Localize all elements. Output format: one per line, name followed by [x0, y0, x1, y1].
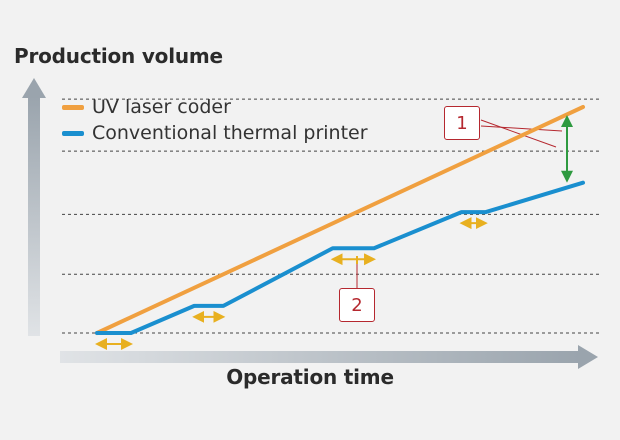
x-axis-label: Operation time	[226, 365, 394, 389]
legend-swatch-thermal	[62, 130, 84, 136]
y-axis-arrowhead	[22, 78, 46, 98]
legend-item-uv: UV laser coder	[62, 94, 368, 120]
legend: UV laser coder Conventional thermal prin…	[62, 94, 368, 146]
legend-label-uv: UV laser coder	[92, 96, 231, 118]
series-line-1	[95, 180, 585, 335]
legend-swatch-uv	[62, 104, 84, 110]
callout-1-leader-a	[480, 119, 557, 148]
callout-1-leader-b	[480, 125, 563, 132]
legend-item-thermal: Conventional thermal printer	[62, 120, 368, 146]
y-axis-shaft	[28, 96, 40, 336]
series-line-0	[95, 105, 585, 335]
x-axis-arrowhead	[578, 345, 598, 369]
y-axis-label: Production volume	[14, 44, 223, 68]
x-axis-shaft	[60, 351, 580, 363]
callout-2: 2	[339, 288, 375, 322]
callout-1: 1	[444, 106, 480, 140]
legend-label-thermal: Conventional thermal printer	[92, 122, 368, 144]
